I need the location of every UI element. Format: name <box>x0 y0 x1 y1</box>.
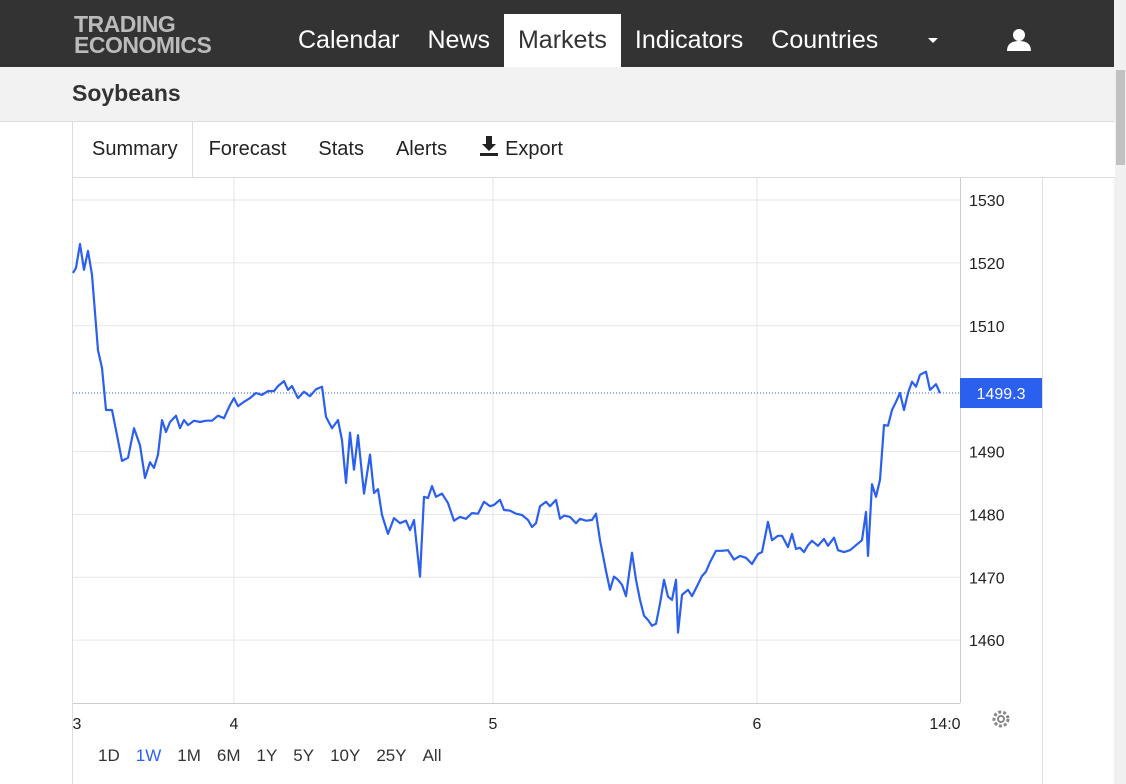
brand-logo[interactable]: TRADING ECONOMICS <box>74 11 212 58</box>
tab-label: Stats <box>318 138 364 160</box>
tab[interactable]: Alerts <box>380 122 463 177</box>
range-button[interactable]: 1W <box>135 746 162 765</box>
y-tick-label: 1480 <box>969 507 1005 524</box>
y-tick-label: 1520 <box>969 256 1005 273</box>
nav-item[interactable]: Calendar <box>298 26 400 54</box>
nav-item[interactable]: Countries <box>771 26 879 54</box>
tab[interactable]: Forecast <box>193 122 303 177</box>
y-tick-label: 1470 <box>969 570 1005 587</box>
x-tick-label: 4 <box>230 716 239 733</box>
tab[interactable]: Summary <box>73 122 193 177</box>
sub-bar <box>0 67 1114 122</box>
tab-label: Alerts <box>395 138 448 160</box>
x-tick-label: 3 <box>73 716 82 733</box>
scrollbar <box>1114 0 1126 784</box>
range-button[interactable]: 25Y <box>376 746 407 765</box>
top-bar: TRADING ECONOMICS Calendar News Markets Ind… <box>0 0 1114 67</box>
plot: 1460 1470 1480 1490 1510 1520 1530 3 4 5 6 14:0 1499… <box>72 178 1042 733</box>
nav-item[interactable]: Indicators <box>634 26 744 54</box>
y-tick-label: 1490 <box>969 445 1005 462</box>
tab-label: Export <box>505 138 563 160</box>
export-icon <box>480 136 499 156</box>
nav-item[interactable]: Markets <box>503 14 621 67</box>
tab[interactable]: Stats <box>302 122 380 177</box>
nav-item[interactable]: News <box>427 26 490 54</box>
y-tick-label: 1460 <box>969 633 1005 650</box>
scrollbar-thumb[interactable] <box>1116 70 1125 165</box>
range-button[interactable]: 1D <box>98 746 120 765</box>
user-icon[interactable] <box>1006 28 1032 52</box>
y-tick-label: 1530 <box>969 193 1005 210</box>
y-tick-label: 1510 <box>969 319 1005 336</box>
last-price-label: 1499.3 <box>977 386 1026 403</box>
nav-dropdown[interactable] <box>928 38 938 43</box>
settings-icon[interactable] <box>992 710 1010 728</box>
brand-line: TRADING <box>74 11 176 37</box>
last-price-box <box>960 378 1042 409</box>
x-tick-label: 14:0 <box>929 716 960 733</box>
tabs: Summary Forecast Stats Alerts Export <box>72 122 1115 178</box>
brand-line: ECONOMICS <box>74 32 212 58</box>
tab-label: Summary <box>92 138 178 160</box>
chart: 1460 1470 1480 1490 1510 1520 1530 3 4 5 6 14:0 1499… <box>72 178 1043 784</box>
range-button[interactable]: 1M <box>177 746 201 765</box>
range-buttons: 1D 1W 1M 6M 1Y 5Y 10Y 25Y All <box>90 746 449 766</box>
range-button[interactable]: 10Y <box>330 746 361 765</box>
x-tick-label: 5 <box>489 716 498 733</box>
price-line <box>72 242 942 634</box>
page-title: Soybeans <box>72 80 181 106</box>
range-button[interactable]: 1Y <box>256 746 278 765</box>
nav: Calendar News Markets Indicators Countries <box>284 14 892 67</box>
tab[interactable]: Export <box>463 122 579 177</box>
range-button[interactable]: All <box>422 746 442 765</box>
range-button[interactable]: 6M <box>216 746 241 765</box>
x-tick-label: 6 <box>753 716 762 733</box>
tab-label: Forecast <box>208 138 287 160</box>
range-button[interactable]: 5Y <box>293 746 315 765</box>
